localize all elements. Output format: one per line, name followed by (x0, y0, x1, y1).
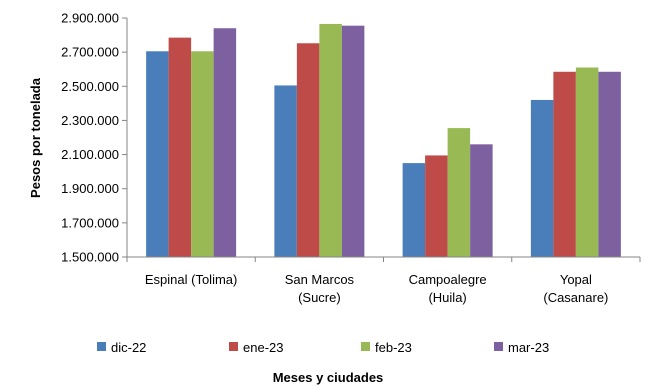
y-axis-title: Pesos por tonelada (28, 77, 43, 198)
x-category-label: (Casanare) (543, 290, 608, 305)
bar-feb-23-1 (319, 23, 342, 257)
legend-label-dic-22: dic-22 (111, 340, 146, 355)
x-axis-labels: Espinal (Tolima) San Marcos (Sucre) Campoal… (126, 257, 641, 305)
x-category-label: San Marcos (285, 272, 355, 287)
y-tick-label: 2.700.000 (61, 45, 119, 60)
bar-mar-23-3 (598, 71, 621, 258)
bar-mar-23-1 (341, 25, 365, 257)
bar-dic-22-3 (530, 99, 554, 257)
bar-feb-23-2 (447, 128, 471, 257)
legend-swatch-ene-23 (229, 342, 238, 351)
y-axis-ticks: 1.500.000 1.700.000 1.900.000 2.100.000 2.30… (61, 11, 127, 265)
legend-label-mar-23: mar-23 (508, 340, 549, 355)
legend-swatch-dic-22 (97, 342, 106, 351)
y-tick-label: 1.900.000 (61, 181, 119, 196)
bar-ene-23-2 (425, 155, 448, 257)
y-tick-label: 1.700.000 (61, 215, 119, 230)
y-tick-label: 2.500.000 (61, 79, 119, 94)
bar-mar-23-2 (470, 144, 493, 257)
y-tick-label: 1.500.000 (61, 250, 119, 265)
bar-dic-22-1 (274, 85, 297, 257)
bar-feb-23-0 (191, 51, 214, 257)
bar-dic-22-2 (402, 163, 426, 257)
x-category-label: Yopal (560, 272, 592, 287)
bar-mar-23-0 (213, 28, 237, 257)
legend-label-ene-23: ene-23 (243, 340, 283, 355)
x-category-label: (Huila) (428, 290, 466, 305)
y-tick-label: 2.100.000 (61, 147, 119, 162)
bar-ene-23-0 (168, 37, 192, 257)
x-category-label: (Sucre) (298, 290, 341, 305)
bar-feb-23-3 (575, 67, 599, 257)
legend: dic-22 ene-23 feb-23 mar-23 (97, 340, 549, 355)
legend-swatch-mar-23 (494, 342, 503, 351)
legend-label-feb-23: feb-23 (375, 340, 412, 355)
y-tick-label: 2.300.000 (61, 113, 119, 128)
bar-ene-23-3 (553, 71, 576, 258)
x-axis-title: Meses y ciudades (273, 370, 384, 385)
y-tick-label: 2.900.000 (61, 11, 119, 26)
bar-ene-23-1 (296, 43, 320, 257)
x-category-label: Espinal (Tolima) (145, 272, 237, 287)
bars (146, 23, 621, 258)
bar-dic-22-0 (146, 51, 169, 257)
x-category-label: Campoalegre (409, 272, 487, 287)
legend-swatch-feb-23 (361, 342, 370, 351)
